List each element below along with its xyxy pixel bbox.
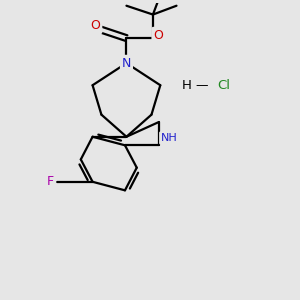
Text: N: N [122, 57, 131, 70]
Text: H: H [182, 79, 192, 92]
Text: —: — [195, 79, 208, 92]
Text: F: F [47, 175, 54, 188]
Text: O: O [153, 29, 163, 42]
Text: O: O [91, 19, 100, 32]
Text: Cl: Cl [218, 79, 231, 92]
Text: NH: NH [161, 133, 178, 143]
